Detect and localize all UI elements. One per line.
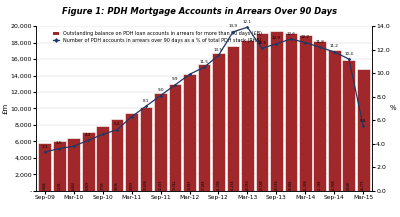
Bar — [241, 40, 254, 191]
Text: 3.3: 3.3 — [42, 145, 48, 149]
Bar — [342, 60, 355, 191]
Bar — [328, 49, 341, 191]
Bar — [314, 41, 326, 191]
Text: 10.4: 10.4 — [344, 52, 353, 56]
Bar — [284, 33, 297, 191]
Text: 5.5: 5.5 — [360, 119, 366, 123]
Y-axis label: £m: £m — [3, 103, 9, 114]
Text: 12.5: 12.5 — [258, 41, 266, 45]
Bar — [299, 35, 312, 191]
Bar — [154, 94, 167, 191]
Text: 3,508: 3,508 — [347, 181, 351, 190]
Bar — [183, 74, 196, 191]
Text: 9.0: 9.0 — [157, 88, 164, 92]
Text: 43,886: 43,886 — [289, 179, 293, 190]
Text: 7,795: 7,795 — [101, 181, 105, 190]
Text: 12,375: 12,375 — [158, 179, 162, 190]
Text: 4.3: 4.3 — [85, 133, 91, 137]
Bar — [96, 126, 109, 191]
Text: 13.5: 13.5 — [214, 48, 223, 52]
Bar — [38, 143, 51, 191]
Text: 10,808: 10,808 — [144, 179, 148, 190]
Text: 12.9: 12.9 — [272, 36, 281, 40]
Bar — [140, 107, 152, 191]
Text: 12.6: 12.6 — [286, 31, 295, 36]
Text: 43,166: 43,166 — [274, 179, 278, 190]
Bar — [53, 141, 66, 191]
Bar — [169, 84, 182, 191]
Text: 41,386: 41,386 — [318, 179, 322, 190]
Text: 3.6: 3.6 — [56, 141, 62, 145]
Text: 5.2: 5.2 — [114, 122, 120, 126]
Text: 1,184: 1,184 — [57, 181, 61, 190]
Bar — [226, 46, 239, 191]
Text: 13.9: 13.9 — [228, 25, 238, 28]
Bar — [357, 69, 370, 191]
Bar — [67, 138, 80, 191]
Bar — [256, 33, 268, 191]
Text: 41,396: 41,396 — [216, 179, 220, 190]
Text: Figure 1: PDH Mortgage Accounts in Arrears Over 90 Days: Figure 1: PDH Mortgage Accounts in Arrea… — [62, 7, 338, 15]
Text: 41,166: 41,166 — [231, 179, 235, 190]
Text: 12.1: 12.1 — [243, 20, 252, 24]
Text: 9,999: 9,999 — [130, 181, 134, 190]
Y-axis label: %: % — [389, 105, 396, 112]
Bar — [198, 64, 210, 191]
Text: 41,906: 41,906 — [332, 179, 336, 190]
Bar — [111, 119, 124, 191]
Text: 14,843: 14,843 — [188, 179, 192, 190]
Text: 11.8: 11.8 — [316, 40, 324, 44]
Text: 45,186: 45,186 — [260, 179, 264, 190]
Text: 6,969: 6,969 — [86, 181, 90, 190]
Text: 11.2: 11.2 — [330, 44, 339, 48]
Text: 8.1: 8.1 — [143, 99, 149, 103]
Text: 41,906: 41,906 — [303, 179, 307, 190]
Bar — [125, 113, 138, 191]
Text: 13,742: 13,742 — [173, 179, 177, 190]
Text: 9.9: 9.9 — [172, 77, 178, 81]
Text: 9,636: 9,636 — [115, 181, 119, 190]
Text: 46,775: 46,775 — [361, 179, 365, 190]
Text: 43,350: 43,350 — [246, 179, 250, 190]
Text: 1,848: 1,848 — [43, 181, 47, 190]
Text: 17,464: 17,464 — [202, 179, 206, 190]
Text: 12.2: 12.2 — [301, 35, 310, 39]
Bar — [270, 31, 283, 191]
Bar — [82, 132, 94, 191]
Bar — [212, 53, 225, 191]
Text: 11.5: 11.5 — [200, 60, 208, 64]
Legend: Outstanding balance on PDH loan accounts in arrears for more than 90 days (£B), : Outstanding balance on PDH loan accounts… — [52, 30, 262, 44]
Text: 6,464: 6,464 — [72, 181, 76, 190]
